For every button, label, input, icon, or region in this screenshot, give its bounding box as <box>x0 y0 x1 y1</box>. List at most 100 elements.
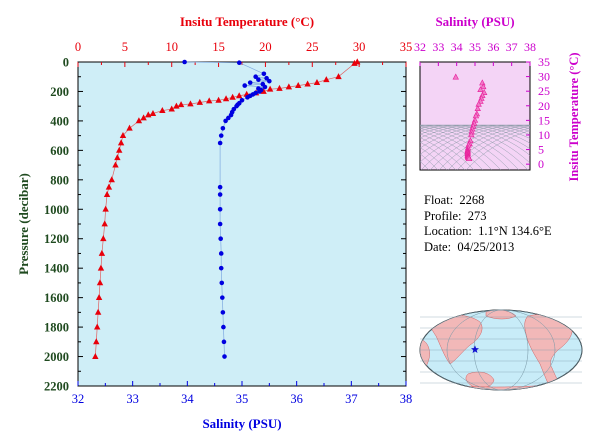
date-value: 04/25/2013 <box>457 239 515 254</box>
pressure-tick-label: 400 <box>50 114 69 128</box>
salinity-point <box>217 221 223 227</box>
asia-landmass <box>429 314 483 365</box>
date-label: Date: <box>424 239 452 254</box>
temperature-point <box>235 92 243 99</box>
ts-temperature-tick-label: 15 <box>538 113 550 127</box>
temperature-point <box>95 294 103 301</box>
ts-points <box>452 73 488 162</box>
salinity-tick-label: 35 <box>236 392 249 406</box>
temperature-point <box>351 59 358 66</box>
date-row: Date: 04/25/2013 <box>424 240 552 256</box>
ts-temperature-tick-label: 5 <box>538 143 544 157</box>
temperature-point <box>206 97 213 104</box>
pressure-axis: 0 200 400 600 800 1000 1200 1400 1600 1800 2000 220… <box>44 56 406 394</box>
temperature-point <box>94 323 101 330</box>
ts-salinity-tick-label: 37 <box>506 40 518 54</box>
salinity-point <box>253 74 258 80</box>
ts-salinity-tick-label: 32 <box>414 40 426 54</box>
density-contour <box>420 124 530 139</box>
pressure-tick-label: 1400 <box>44 262 69 276</box>
ts-temperature-label: Insitu Temperature (°C) <box>567 52 581 181</box>
salinity-point <box>239 97 245 103</box>
ts-point <box>452 73 459 80</box>
salinity-point <box>264 75 269 81</box>
temperature-point <box>187 100 194 107</box>
ts-point <box>465 155 473 162</box>
density-contour <box>420 124 530 144</box>
temperature-point <box>177 101 185 108</box>
pressure-tick-label: 200 <box>50 85 69 99</box>
temperature-point <box>92 352 99 359</box>
ts-temperature-tick-label: 10 <box>538 128 550 142</box>
temperature-point <box>112 161 119 168</box>
salinity-point <box>262 84 268 90</box>
salinity-axis-label: Salinity (PSU) <box>202 416 281 431</box>
pressure-tick-label: 1000 <box>44 203 69 217</box>
location-map <box>419 309 583 391</box>
float-label: Float: <box>424 193 454 207</box>
temperature-point <box>304 80 311 87</box>
salinity-point <box>218 265 224 271</box>
temperature-point <box>323 76 330 83</box>
profile-plot-area <box>77 61 407 387</box>
salinity-point <box>218 236 223 242</box>
ts-temperature-tick-label: 0 <box>538 157 544 171</box>
temperature-tick-label: 5 <box>122 40 128 54</box>
location-value: 1.1°N 134.6°E <box>478 224 552 238</box>
temperature-tick-label: 10 <box>165 40 178 54</box>
pressure-tick-label: 1200 <box>44 232 69 246</box>
float-info: Float: 2268 Profile: 273 Location: 1.1°N… <box>424 193 552 255</box>
ts-salinity-label: Salinity (PSU) <box>435 14 514 29</box>
density-contour <box>420 124 530 170</box>
profile-series <box>92 58 361 359</box>
map-meridian <box>419 309 583 391</box>
salinity-point <box>217 140 223 146</box>
ts-temperature-tick-label: 20 <box>538 99 550 113</box>
temperature-tick-label: 35 <box>400 40 413 54</box>
profile-label: Profile: <box>424 208 462 223</box>
float-row: Float: 2268 <box>424 193 552 209</box>
temperature-point <box>215 96 222 103</box>
density-contour <box>420 124 530 139</box>
ts-salinity-tick-label: 33 <box>432 40 444 54</box>
pressure-tick-label: 2000 <box>44 350 69 364</box>
salinity-point <box>221 324 226 330</box>
temperature-point <box>98 249 106 256</box>
salinity-point <box>247 80 253 85</box>
ts-temperature-tick-label: 25 <box>538 84 550 98</box>
temperature-axis-label: Insitu Temperature (°C) <box>180 14 314 29</box>
density-contour <box>420 124 530 163</box>
salinity-point <box>217 206 223 212</box>
temperature-point <box>159 107 166 113</box>
salinity-point <box>217 192 223 197</box>
ts-point <box>472 112 480 119</box>
temperature-point <box>94 308 102 315</box>
density-contour <box>420 124 530 155</box>
temperature-point <box>93 338 100 345</box>
density-contour <box>420 124 530 149</box>
salinity-tick-label: 38 <box>400 392 413 406</box>
temperature-point <box>116 146 123 153</box>
temperature-point <box>276 84 283 91</box>
density-contour <box>420 124 530 156</box>
float-location-star <box>471 345 479 353</box>
temperature-point <box>114 154 121 161</box>
temperature-tick-label: 30 <box>353 40 366 54</box>
salinity-point <box>228 112 234 118</box>
ts-temperature-tick-label: 35 <box>538 55 550 69</box>
salinity-point <box>267 78 272 84</box>
salinity-point <box>218 251 224 256</box>
temperature-tick-label: 0 <box>75 40 81 54</box>
salinity-point <box>220 125 226 131</box>
temperature-point <box>119 132 127 139</box>
pressure-tick-label: 1600 <box>44 291 69 305</box>
ts-point <box>480 83 487 90</box>
ts-salinity-tick-label: 36 <box>487 40 499 54</box>
salinity-point <box>217 184 223 190</box>
density-contour <box>420 124 530 150</box>
temperature-point <box>103 190 111 197</box>
density-contours <box>420 124 530 170</box>
density-contour <box>420 124 530 164</box>
